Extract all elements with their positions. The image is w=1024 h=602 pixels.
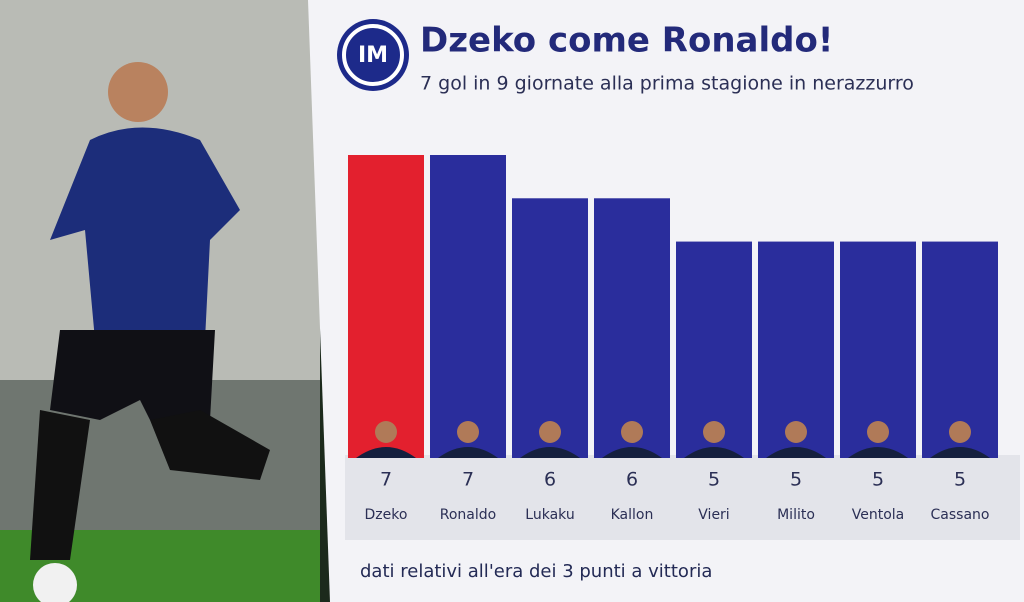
inter-logo: IM [337, 19, 409, 91]
player-shirt [930, 447, 990, 458]
player-face [867, 421, 889, 443]
value-label: 5 [954, 469, 966, 491]
player-face [785, 421, 807, 443]
category-label: Lukaku [525, 507, 574, 523]
player-face [457, 421, 479, 443]
value-label: 5 [790, 469, 802, 491]
player-shirt [602, 447, 662, 458]
player-photo [0, 0, 320, 602]
player-face [949, 421, 971, 443]
label-band [345, 455, 1020, 540]
value-label: 7 [462, 469, 474, 491]
category-label: Ronaldo [440, 507, 496, 523]
player-shirt [766, 447, 826, 458]
category-label: Kallon [611, 507, 654, 523]
player-face [621, 421, 643, 443]
category-label: Dzeko [365, 507, 408, 523]
svg-text:IM: IM [358, 43, 388, 68]
player-shirt [356, 447, 416, 458]
player-shirt [520, 447, 580, 458]
category-label: Vieri [698, 507, 729, 523]
value-label: 7 [380, 469, 392, 491]
chart-subtitle: 7 gol in 9 giornate alla prima stagione … [420, 73, 914, 95]
bar [594, 198, 670, 459]
player-shirt [848, 447, 908, 458]
player-face [703, 421, 725, 443]
chart-title: Dzeko come Ronaldo! [420, 21, 833, 61]
player-face [539, 421, 561, 443]
bar [512, 198, 588, 459]
player-shirt [684, 447, 744, 458]
footnote: dati relativi all'era dei 3 punti a vitt… [360, 561, 712, 582]
category-label: Cassano [931, 507, 990, 523]
category-label: Milito [777, 507, 815, 523]
value-label: 5 [872, 469, 884, 491]
value-label: 6 [544, 469, 556, 491]
player-face [375, 421, 397, 443]
category-label: Ventola [852, 507, 905, 523]
value-label: 6 [626, 469, 638, 491]
bar [430, 155, 506, 458]
player-shirt [438, 447, 498, 458]
bar [348, 155, 424, 458]
value-label: 5 [708, 469, 720, 491]
